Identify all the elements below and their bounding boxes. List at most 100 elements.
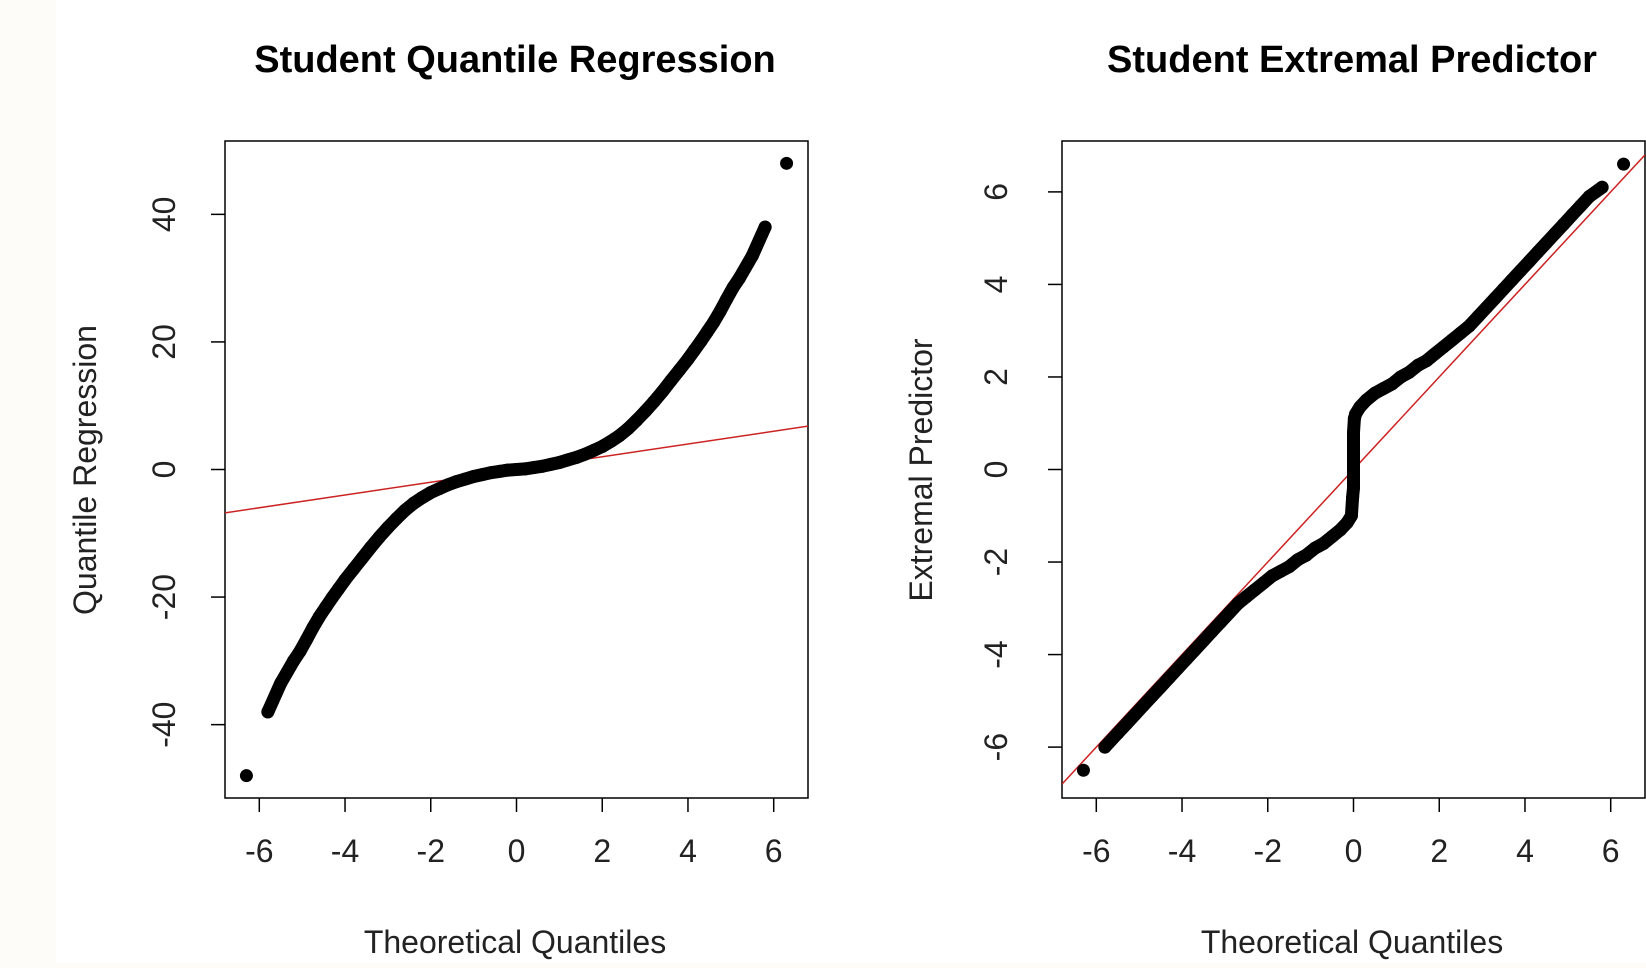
qq-point <box>299 633 313 647</box>
qq-point <box>1488 291 1502 305</box>
x-tick-label: 2 <box>1430 833 1448 869</box>
qq-point <box>780 156 794 170</box>
y-tick-label: 0 <box>978 461 1014 479</box>
y-axis-label: Quantile Regression <box>67 325 103 615</box>
y-tick-label: 2 <box>978 368 1014 386</box>
qq-point <box>1214 615 1228 629</box>
qq-point <box>1557 217 1571 231</box>
y-tick-label: 0 <box>146 461 182 479</box>
qq-point <box>726 281 740 295</box>
qq-point <box>1347 481 1360 495</box>
y-tick-label: -6 <box>978 733 1014 761</box>
y-tick-label: 4 <box>978 276 1014 294</box>
panel-extremal-predictor: Student Extremal Predictor Theoretical Q… <box>881 0 1646 963</box>
qq-point <box>1617 157 1631 171</box>
qq-point <box>319 600 333 614</box>
qq-point <box>261 705 275 719</box>
qq-point <box>389 512 403 526</box>
y-tick-label: 20 <box>146 324 182 360</box>
qq-point <box>1514 264 1528 278</box>
qq-point <box>1347 467 1360 481</box>
qq-point <box>1462 319 1476 333</box>
qq-point <box>1196 634 1210 648</box>
qq-point <box>1522 254 1536 268</box>
y-tick-label: 6 <box>978 183 1014 201</box>
qq-point <box>239 769 253 783</box>
y-tick-label: -20 <box>146 574 182 620</box>
qq-point <box>694 334 708 348</box>
x-tick-label: -6 <box>245 833 273 869</box>
qq-point <box>707 315 721 329</box>
qq-point <box>732 271 746 285</box>
qq-point <box>1595 180 1609 194</box>
qq-point <box>621 422 635 436</box>
qq-point <box>672 363 686 377</box>
qq-point <box>1505 273 1519 287</box>
qq-point <box>1574 199 1588 213</box>
x-tick-label: 6 <box>1602 833 1620 869</box>
qq-point <box>647 395 661 409</box>
qq-point <box>700 325 714 339</box>
y-tick-label: -40 <box>146 702 182 748</box>
x-tick-label: 0 <box>1345 833 1363 869</box>
qq-point <box>381 521 395 535</box>
qq-point <box>364 540 378 554</box>
qq-point <box>1582 190 1596 204</box>
y-axis-label: Extremal Predictor <box>903 338 939 602</box>
qq-point <box>287 654 301 668</box>
qq-point <box>1128 708 1142 722</box>
qq-point <box>1471 310 1485 324</box>
panel-quantile-regression: Student Quantile Regression Theoretical … <box>56 0 881 963</box>
x-tick-label: 2 <box>593 833 611 869</box>
x-tick-label: -4 <box>331 833 359 869</box>
x-tick-label: 4 <box>679 833 697 869</box>
x-tick-label: -6 <box>1082 833 1110 869</box>
qq-point <box>664 374 678 388</box>
qq-point <box>1119 717 1133 731</box>
qq-point <box>1145 689 1159 703</box>
chart-title: Student Extremal Predictor <box>1107 39 1597 81</box>
qq-point <box>338 573 352 587</box>
qq-point <box>1111 726 1125 740</box>
qq-point <box>1347 425 1360 439</box>
qq-point <box>355 551 369 565</box>
x-tick-label: 0 <box>508 833 526 869</box>
chart-title: Student Quantile Regression <box>254 39 776 81</box>
qq-point <box>1479 301 1493 315</box>
qq-point <box>638 404 652 418</box>
x-tick-label: -4 <box>1168 833 1196 869</box>
qq-point <box>293 644 307 658</box>
qq-point <box>1347 439 1360 453</box>
qq-point <box>1497 282 1511 296</box>
x-axis-label: Theoretical Quantiles <box>364 924 666 960</box>
qq-point <box>1222 606 1236 620</box>
qq-point <box>720 292 734 306</box>
qq-point <box>1188 643 1202 657</box>
qq-point <box>325 591 339 605</box>
qq-point <box>274 676 288 690</box>
qq-point <box>1136 698 1150 712</box>
qq-point <box>398 503 412 517</box>
y-tick-label: 40 <box>146 197 182 233</box>
plot-marks: -6 -4 -2 0 2 4 6 -6 -4 -2 0 2 4 6 <box>978 140 1646 869</box>
qq-point <box>372 530 386 544</box>
qq-point <box>1344 509 1358 523</box>
y-tick-label: -2 <box>978 548 1014 576</box>
qq-point <box>655 385 669 399</box>
qq-point <box>347 562 361 576</box>
qq-point <box>681 352 695 366</box>
qq-point <box>1565 208 1579 222</box>
qq-point <box>1179 652 1193 666</box>
qq-point <box>687 343 701 357</box>
qq-point <box>745 249 759 263</box>
qq-point <box>1162 671 1176 685</box>
qq-point <box>1154 680 1168 694</box>
x-tick-label: -2 <box>417 833 445 869</box>
x-axis-label: Theoretical Quantiles <box>1201 924 1503 960</box>
qq-point <box>332 582 346 596</box>
qq-point <box>630 413 644 427</box>
qq-point <box>312 610 326 624</box>
